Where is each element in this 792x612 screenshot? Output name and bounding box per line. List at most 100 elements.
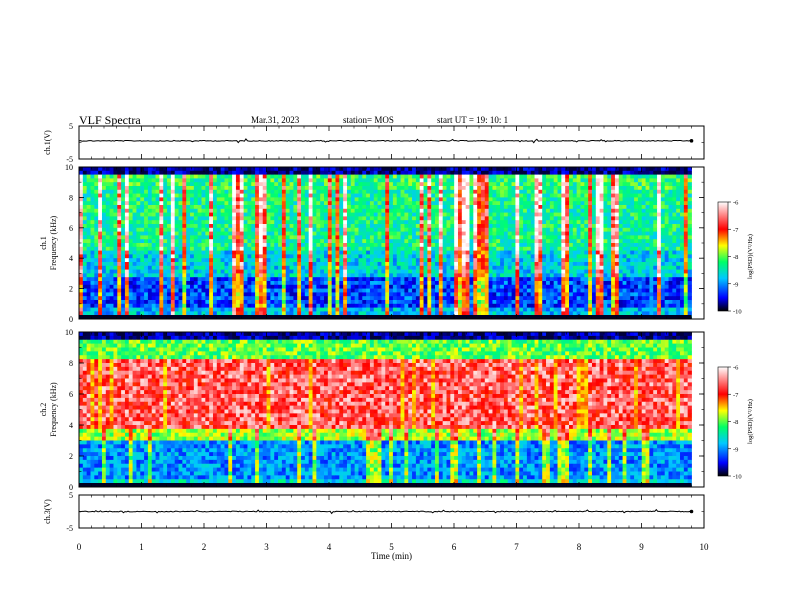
spectrogram-cell	[668, 178, 673, 183]
spectrogram-cell	[324, 254, 329, 259]
spectrogram-cell	[101, 189, 107, 194]
spectrogram-cell	[301, 246, 306, 251]
spectrogram-cell	[209, 212, 214, 217]
spectrogram-cell	[209, 265, 214, 270]
spectrogram-cell	[500, 227, 505, 232]
spectrogram-cell	[607, 193, 612, 198]
spectrogram-cell	[343, 220, 348, 225]
spectrogram-cell	[392, 250, 398, 255]
spectrogram-cell	[316, 167, 321, 172]
spectrogram-cell	[109, 243, 114, 248]
spectrogram-cell	[538, 243, 543, 248]
spectrogram-cell	[442, 174, 447, 179]
spectrogram-cell	[496, 235, 501, 240]
spectrogram-cell	[182, 273, 187, 278]
spectrogram-cell	[584, 212, 589, 217]
spectrogram-cell	[270, 182, 275, 187]
spectrogram-cell	[576, 231, 581, 236]
spectrogram-cell	[297, 258, 302, 263]
spectrogram-cell	[500, 231, 505, 236]
spectrogram-cell	[293, 205, 298, 210]
spectrogram-cell	[549, 250, 555, 255]
spectrogram-cell	[412, 167, 417, 172]
spectrogram-cell	[159, 265, 164, 270]
spectrogram-cell	[649, 193, 654, 198]
spectrogram-cell	[534, 167, 539, 172]
spectrogram-cell	[484, 189, 490, 194]
spectrogram-cell	[121, 212, 126, 217]
spectrogram-cell	[622, 216, 627, 221]
spectrogram-cell	[270, 186, 275, 191]
spectrogram-cell	[561, 250, 566, 255]
spectrogram-cell	[128, 167, 133, 172]
spectrogram-cell	[197, 227, 202, 232]
spectrogram-cell	[668, 224, 673, 229]
spectrogram-cell	[331, 220, 336, 225]
spectrogram-cell	[488, 189, 493, 194]
spectrogram-cell	[155, 262, 160, 267]
spectrogram-cell	[526, 246, 532, 251]
spectrogram-cell	[480, 189, 486, 194]
spectrogram-cell	[266, 182, 271, 187]
spectrogram-cell	[190, 193, 195, 198]
spectrogram-cell	[465, 212, 470, 217]
spectrogram-cell	[572, 246, 578, 251]
spectrogram-cell	[507, 269, 512, 274]
spectrogram-cell	[151, 265, 156, 270]
spectrogram-cell	[193, 167, 199, 172]
spectrogram-cell	[331, 201, 336, 206]
spectrogram-cell	[553, 186, 558, 191]
spectrogram-cell	[373, 186, 378, 191]
spectrogram-cell	[469, 254, 474, 259]
spectrogram-cell	[373, 277, 378, 282]
spectrogram-cell	[339, 231, 344, 236]
spectrogram-cell	[622, 182, 627, 187]
spectrogram-cell	[454, 182, 459, 187]
spectrogram-cell	[339, 269, 344, 274]
spectrogram-cell	[557, 231, 562, 236]
spectrogram-cell	[419, 201, 424, 206]
spectrogram-cell	[515, 239, 520, 244]
spectrogram-cell	[454, 265, 459, 270]
spectrogram-cell	[201, 243, 206, 248]
spectrogram-cell	[331, 224, 336, 229]
spectrogram-cell	[369, 243, 375, 248]
spectrogram-cell	[645, 269, 650, 274]
spectrogram-cell	[599, 170, 604, 175]
spectrogram-cell	[569, 208, 574, 213]
spectrogram-cell	[278, 269, 283, 274]
spectrogram-cell	[343, 170, 348, 175]
spectrogram-cell	[546, 246, 551, 251]
spectrogram-cell	[82, 186, 88, 191]
spectrogram-cell	[373, 258, 378, 263]
spectrogram-cell	[523, 220, 528, 225]
spectrogram-cell	[190, 258, 195, 263]
spectrogram-cell	[140, 277, 145, 282]
spectrogram-cell	[657, 262, 662, 267]
spectrogram-cell	[484, 212, 490, 217]
spectrogram-cell	[212, 273, 218, 278]
spectrogram-cell	[595, 186, 601, 191]
spectrogram-cell	[645, 193, 650, 198]
spectrogram-cell	[626, 235, 631, 240]
spectrogram-cell	[607, 227, 612, 232]
spectrogram-cell	[385, 167, 390, 172]
spectrogram-cell	[603, 243, 608, 248]
spectrogram-cell	[637, 265, 643, 270]
spectrogram-cell	[526, 186, 532, 191]
spectrogram-cell	[480, 182, 486, 187]
spectrogram-cell	[408, 178, 413, 183]
spectrogram-cell	[212, 258, 218, 263]
spectrogram-cell	[117, 197, 122, 202]
spectrogram-cell	[113, 246, 118, 251]
spectrogram-cell	[132, 227, 137, 232]
spectrogram-cell	[228, 281, 233, 286]
spectrogram-cell	[354, 258, 359, 263]
spectrogram-cell	[190, 205, 195, 210]
spectrogram-cell	[140, 193, 145, 198]
spectrogram-cell	[565, 262, 570, 267]
spectrogram-cell	[354, 227, 359, 232]
spectrogram-cell	[415, 189, 421, 194]
spectrogram-cell	[369, 258, 375, 263]
spectrogram-cell	[121, 186, 126, 191]
